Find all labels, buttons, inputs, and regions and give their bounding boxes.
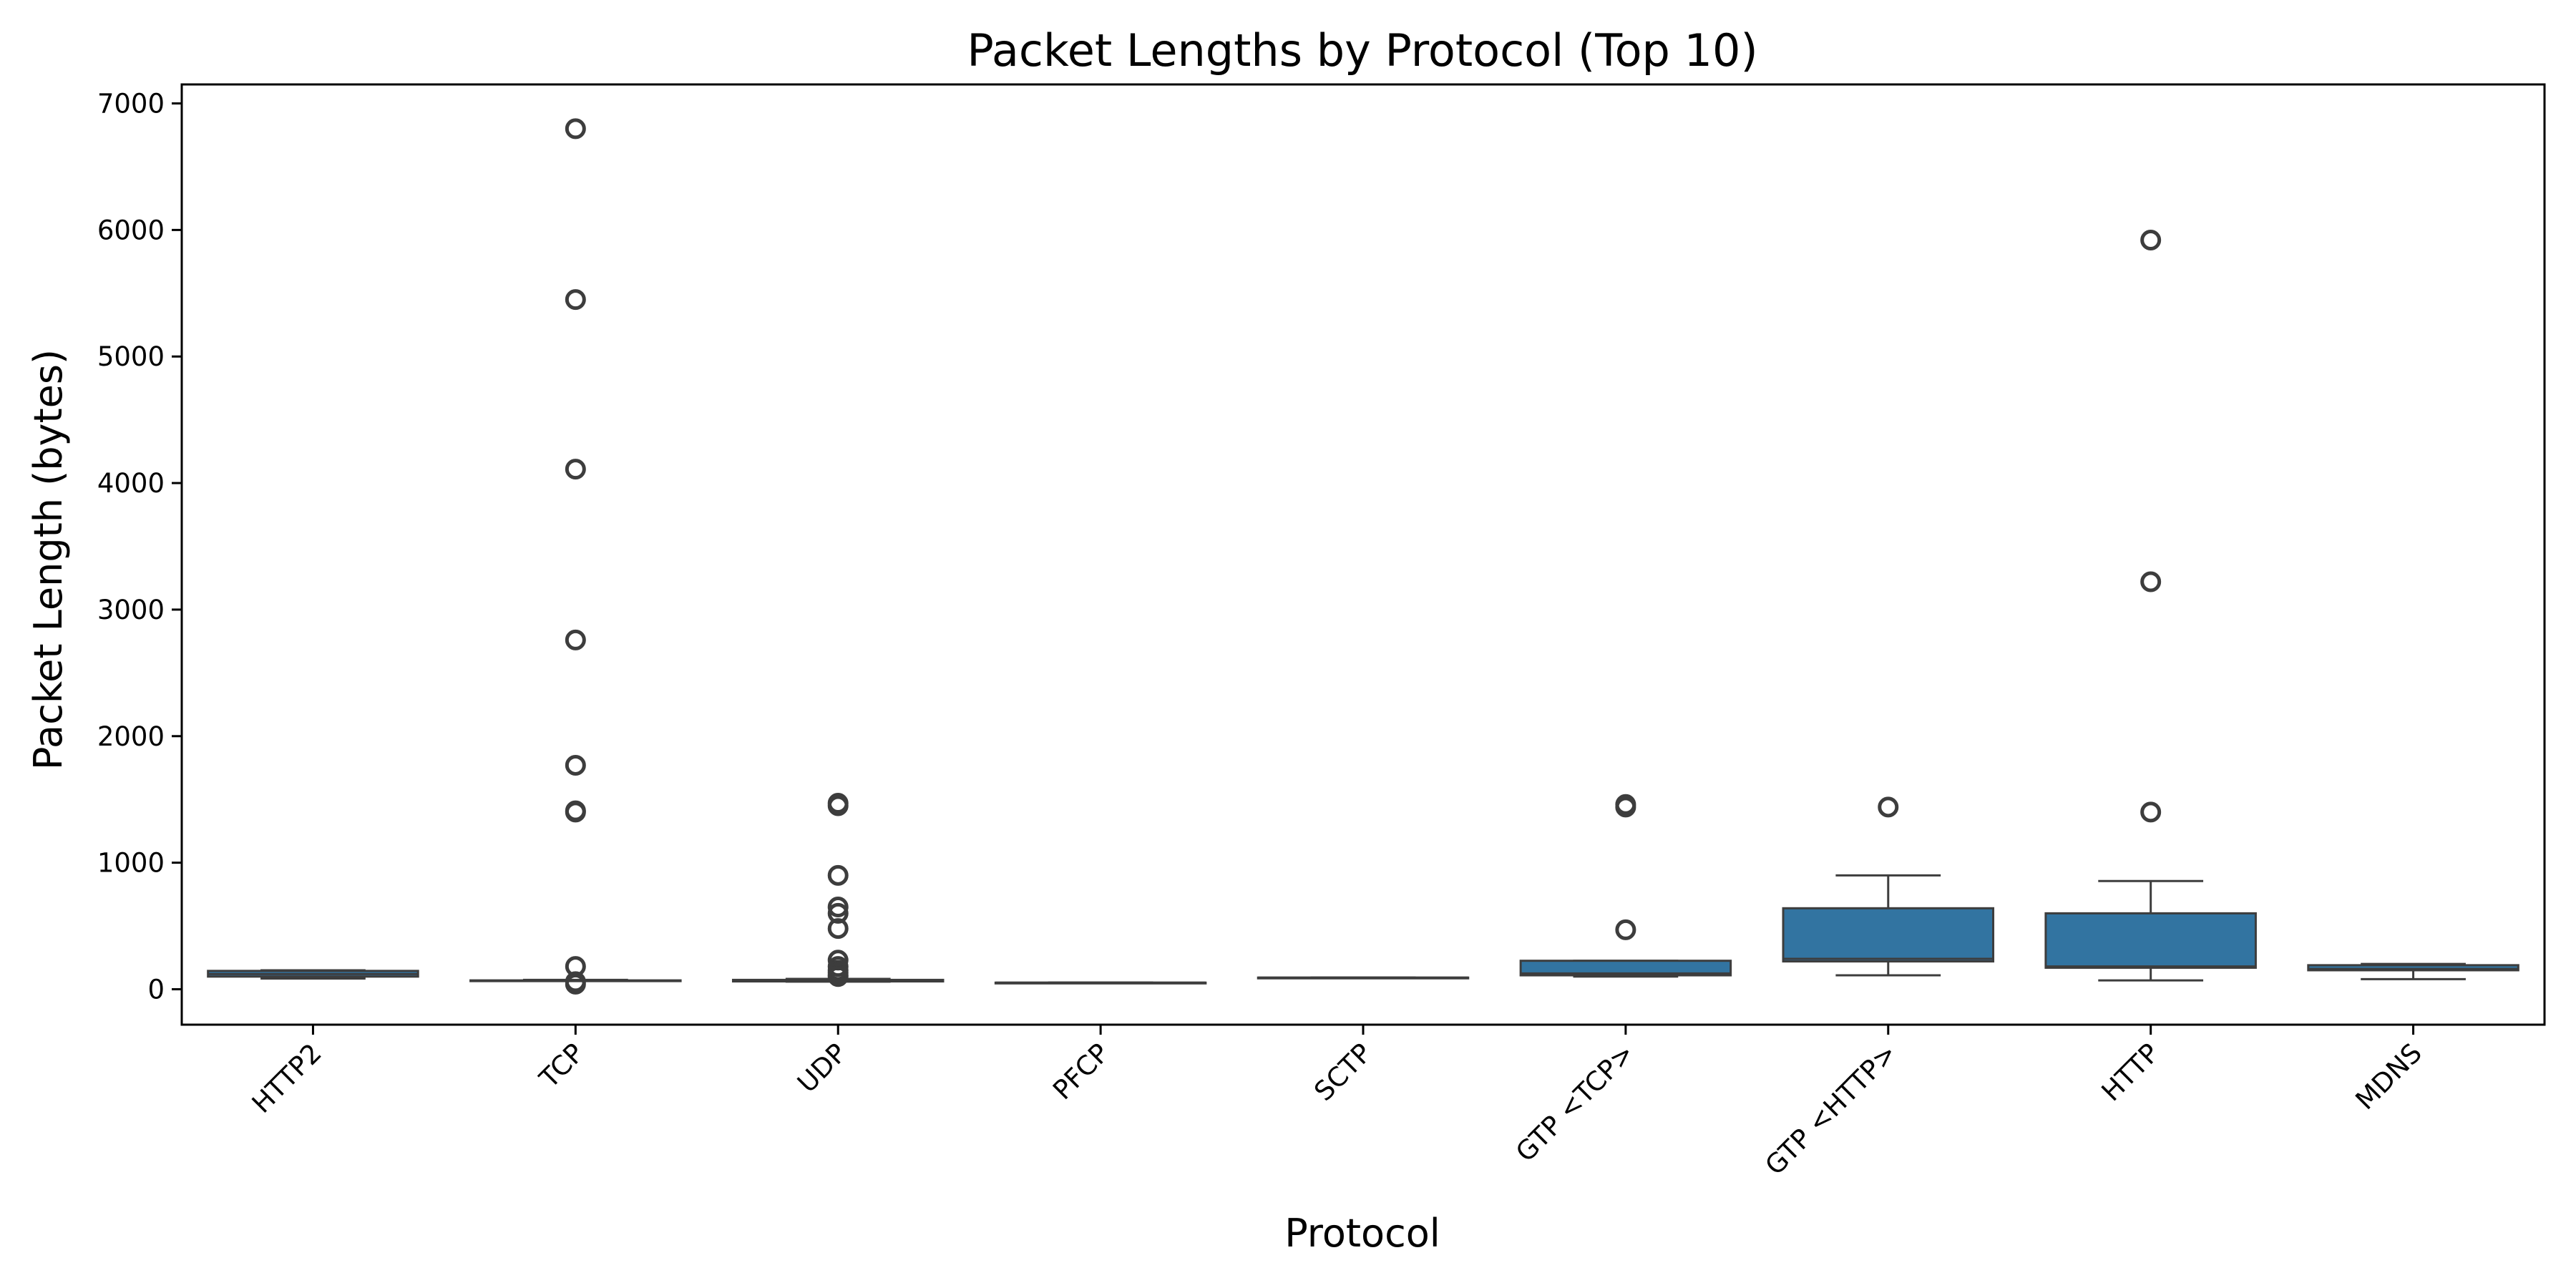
outlier-point: [565, 801, 586, 823]
y-axis-label: Packet Length (bytes): [26, 349, 71, 770]
outlier-point: [565, 973, 586, 995]
plot-frame: [180, 83, 2546, 1026]
outlier-point: [565, 754, 586, 776]
box: [1782, 907, 1995, 963]
outlier-point: [565, 118, 586, 140]
outlier-point: [2140, 230, 2162, 251]
y-tick-label: 4000: [97, 468, 165, 499]
box: [2307, 964, 2519, 972]
x-tick-label: MDNS: [2350, 1038, 2428, 1116]
outlier-point: [827, 918, 849, 940]
y-tick-label: 0: [147, 974, 165, 1005]
x-tick-label: GTP <HTTP>: [1760, 1038, 1903, 1181]
y-tick-label: 6000: [97, 215, 165, 245]
y-tick-label: 1000: [97, 848, 165, 879]
x-axis-label: Protocol: [1284, 1211, 1440, 1256]
chart-title: Packet Lengths by Protocol (Top 10): [967, 24, 1757, 77]
outlier-point: [565, 459, 586, 480]
box: [1519, 960, 1732, 977]
outlier-point: [565, 629, 586, 650]
outlier-point: [827, 795, 849, 816]
outlier-point: [1615, 919, 1636, 940]
outlier-point: [827, 902, 849, 924]
outlier-point: [2140, 571, 2162, 592]
outlier-point: [1878, 796, 1899, 818]
y-tick-label: 2000: [97, 721, 165, 752]
outlier-point: [827, 864, 849, 886]
x-tick-label: SCTP: [1308, 1038, 1377, 1107]
x-tick-label: HTTP: [2096, 1038, 2165, 1107]
box: [2044, 912, 2257, 969]
x-tick-label: TCP: [533, 1038, 590, 1095]
outlier-point: [827, 897, 849, 918]
outlier-point: [565, 289, 586, 311]
x-tick-label: UDP: [791, 1038, 852, 1098]
x-tick-label: PFCP: [1047, 1038, 1115, 1106]
x-tick-label: HTTP2: [246, 1038, 328, 1119]
plot-area: 0 1000 2000 3000 4000 5000 6000 7000 HTTP2 TCP UDP…: [97, 89, 2519, 1181]
outlier-point: [2140, 801, 2162, 823]
y-tick-label: 7000: [97, 89, 165, 119]
x-tick-label: GTP <TCP>: [1510, 1038, 1640, 1168]
outlier-point: [1615, 796, 1636, 818]
y-tick-label: 3000: [97, 595, 165, 625]
y-tick-label: 5000: [97, 341, 165, 372]
outlier-point: [827, 966, 849, 987]
